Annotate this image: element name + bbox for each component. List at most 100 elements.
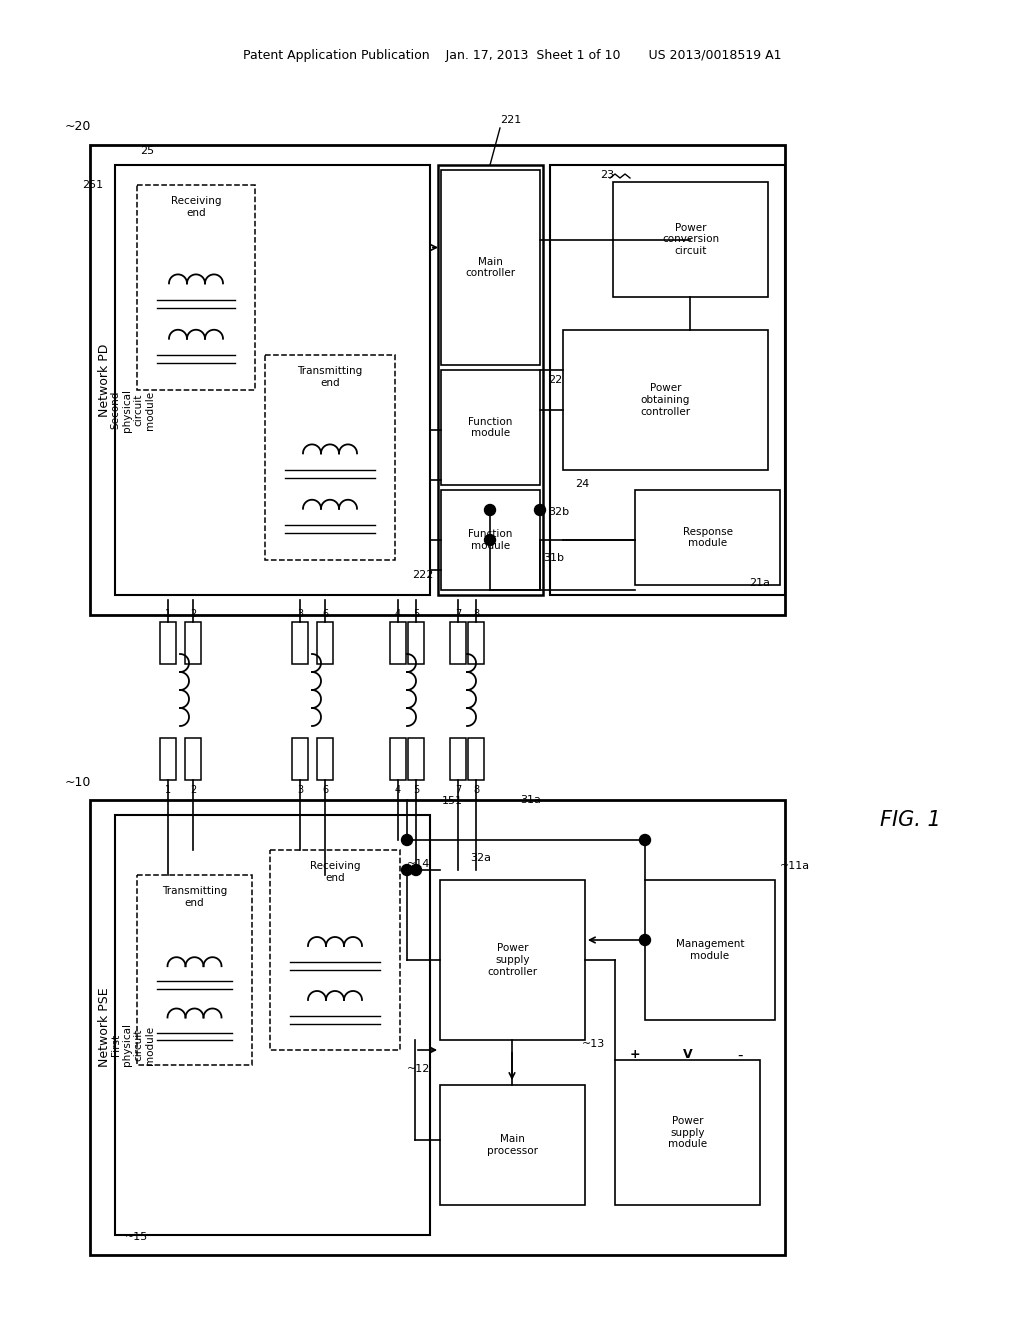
Text: 251: 251 — [82, 180, 103, 190]
Text: Transmitting
end: Transmitting end — [297, 366, 362, 388]
Text: 21a: 21a — [749, 578, 770, 587]
Text: Function
module: Function module — [468, 417, 513, 438]
Circle shape — [411, 865, 422, 875]
Bar — [441, 170, 540, 366]
Circle shape — [484, 504, 496, 516]
Text: Main
controller: Main controller — [466, 256, 515, 279]
Text: 31a: 31a — [520, 795, 541, 805]
Text: 32b: 32b — [548, 507, 569, 517]
Text: Response
module: Response module — [683, 527, 732, 548]
Bar — [450, 738, 466, 780]
Text: 23: 23 — [600, 170, 614, 180]
Text: 8: 8 — [473, 609, 479, 619]
Circle shape — [535, 504, 546, 516]
Text: 8: 8 — [473, 785, 479, 795]
Bar — [645, 880, 775, 1020]
Bar — [468, 622, 484, 664]
Text: ~11a: ~11a — [780, 861, 810, 871]
Text: ~14: ~14 — [407, 859, 430, 869]
Text: Power
conversion
circuit: Power conversion circuit — [662, 223, 719, 256]
Text: 2: 2 — [189, 785, 197, 795]
Text: -: - — [737, 1048, 742, 1063]
Circle shape — [401, 834, 413, 846]
Text: 7: 7 — [455, 609, 461, 619]
Bar — [265, 355, 395, 560]
Bar — [90, 145, 785, 615]
Circle shape — [401, 865, 413, 875]
Text: First
physical
circuit
module: First physical circuit module — [111, 1023, 156, 1067]
Text: 5: 5 — [413, 609, 419, 619]
Bar — [317, 738, 333, 780]
Bar — [408, 622, 424, 664]
Text: Second
physical
circuit
module: Second physical circuit module — [111, 388, 156, 432]
Bar — [441, 490, 540, 590]
Text: 6: 6 — [322, 785, 328, 795]
Text: Receiving
end: Receiving end — [309, 861, 360, 883]
Text: Function
module: Function module — [468, 529, 513, 550]
Text: Power
obtaining
controller: Power obtaining controller — [640, 383, 690, 417]
Bar — [441, 370, 540, 484]
Text: ~20: ~20 — [65, 120, 91, 133]
Circle shape — [484, 535, 496, 545]
Bar — [613, 182, 768, 297]
Bar — [468, 738, 484, 780]
Text: Management
module: Management module — [676, 940, 744, 961]
Text: 24: 24 — [575, 479, 589, 488]
Bar — [137, 875, 252, 1065]
Bar — [185, 738, 201, 780]
Text: 3: 3 — [297, 609, 303, 619]
Text: ~15: ~15 — [125, 1232, 148, 1242]
Text: Power
supply
controller: Power supply controller — [487, 944, 538, 977]
Text: 1: 1 — [165, 785, 171, 795]
Text: +: + — [630, 1048, 640, 1061]
Bar — [270, 850, 400, 1049]
Text: 6: 6 — [322, 609, 328, 619]
Text: 151: 151 — [442, 796, 463, 807]
Bar — [160, 622, 176, 664]
Bar — [185, 622, 201, 664]
Text: Receiving
end: Receiving end — [171, 197, 221, 218]
Text: 25: 25 — [140, 147, 155, 156]
Bar — [390, 738, 406, 780]
Bar — [563, 330, 768, 470]
Text: 4: 4 — [395, 609, 401, 619]
Text: Power
supply
module: Power supply module — [668, 1115, 707, 1150]
Bar — [160, 738, 176, 780]
Text: Transmitting
end: Transmitting end — [162, 886, 227, 908]
Text: 22: 22 — [548, 375, 562, 385]
Text: ~12: ~12 — [407, 1064, 430, 1074]
Bar — [450, 622, 466, 664]
Text: ~13: ~13 — [582, 1039, 605, 1049]
Text: 31b: 31b — [543, 553, 564, 564]
Text: 5: 5 — [413, 785, 419, 795]
Bar — [137, 185, 255, 389]
Text: 3: 3 — [297, 785, 303, 795]
Bar — [115, 814, 430, 1236]
Bar — [635, 490, 780, 585]
Bar — [408, 738, 424, 780]
Text: V: V — [683, 1048, 692, 1061]
Bar — [317, 622, 333, 664]
Text: FIG. 1: FIG. 1 — [880, 810, 940, 830]
Text: 32a: 32a — [470, 853, 490, 863]
Text: 4: 4 — [395, 785, 401, 795]
Text: 2: 2 — [189, 609, 197, 619]
Text: Patent Application Publication    Jan. 17, 2013  Sheet 1 of 10       US 2013/001: Patent Application Publication Jan. 17, … — [243, 49, 781, 62]
Text: 1: 1 — [165, 609, 171, 619]
Bar — [550, 165, 785, 595]
Bar — [440, 880, 585, 1040]
Text: 221: 221 — [500, 115, 521, 125]
Bar — [438, 165, 543, 595]
Text: Main
processor: Main processor — [487, 1134, 538, 1156]
Bar — [615, 1060, 760, 1205]
Text: Network PD: Network PD — [98, 343, 112, 417]
Text: ~10: ~10 — [65, 776, 91, 788]
Text: 222: 222 — [413, 570, 434, 579]
Bar — [390, 622, 406, 664]
Bar — [115, 165, 430, 595]
Bar — [90, 800, 785, 1255]
Bar — [292, 622, 308, 664]
Bar — [292, 738, 308, 780]
Bar — [440, 1085, 585, 1205]
Circle shape — [640, 834, 650, 846]
